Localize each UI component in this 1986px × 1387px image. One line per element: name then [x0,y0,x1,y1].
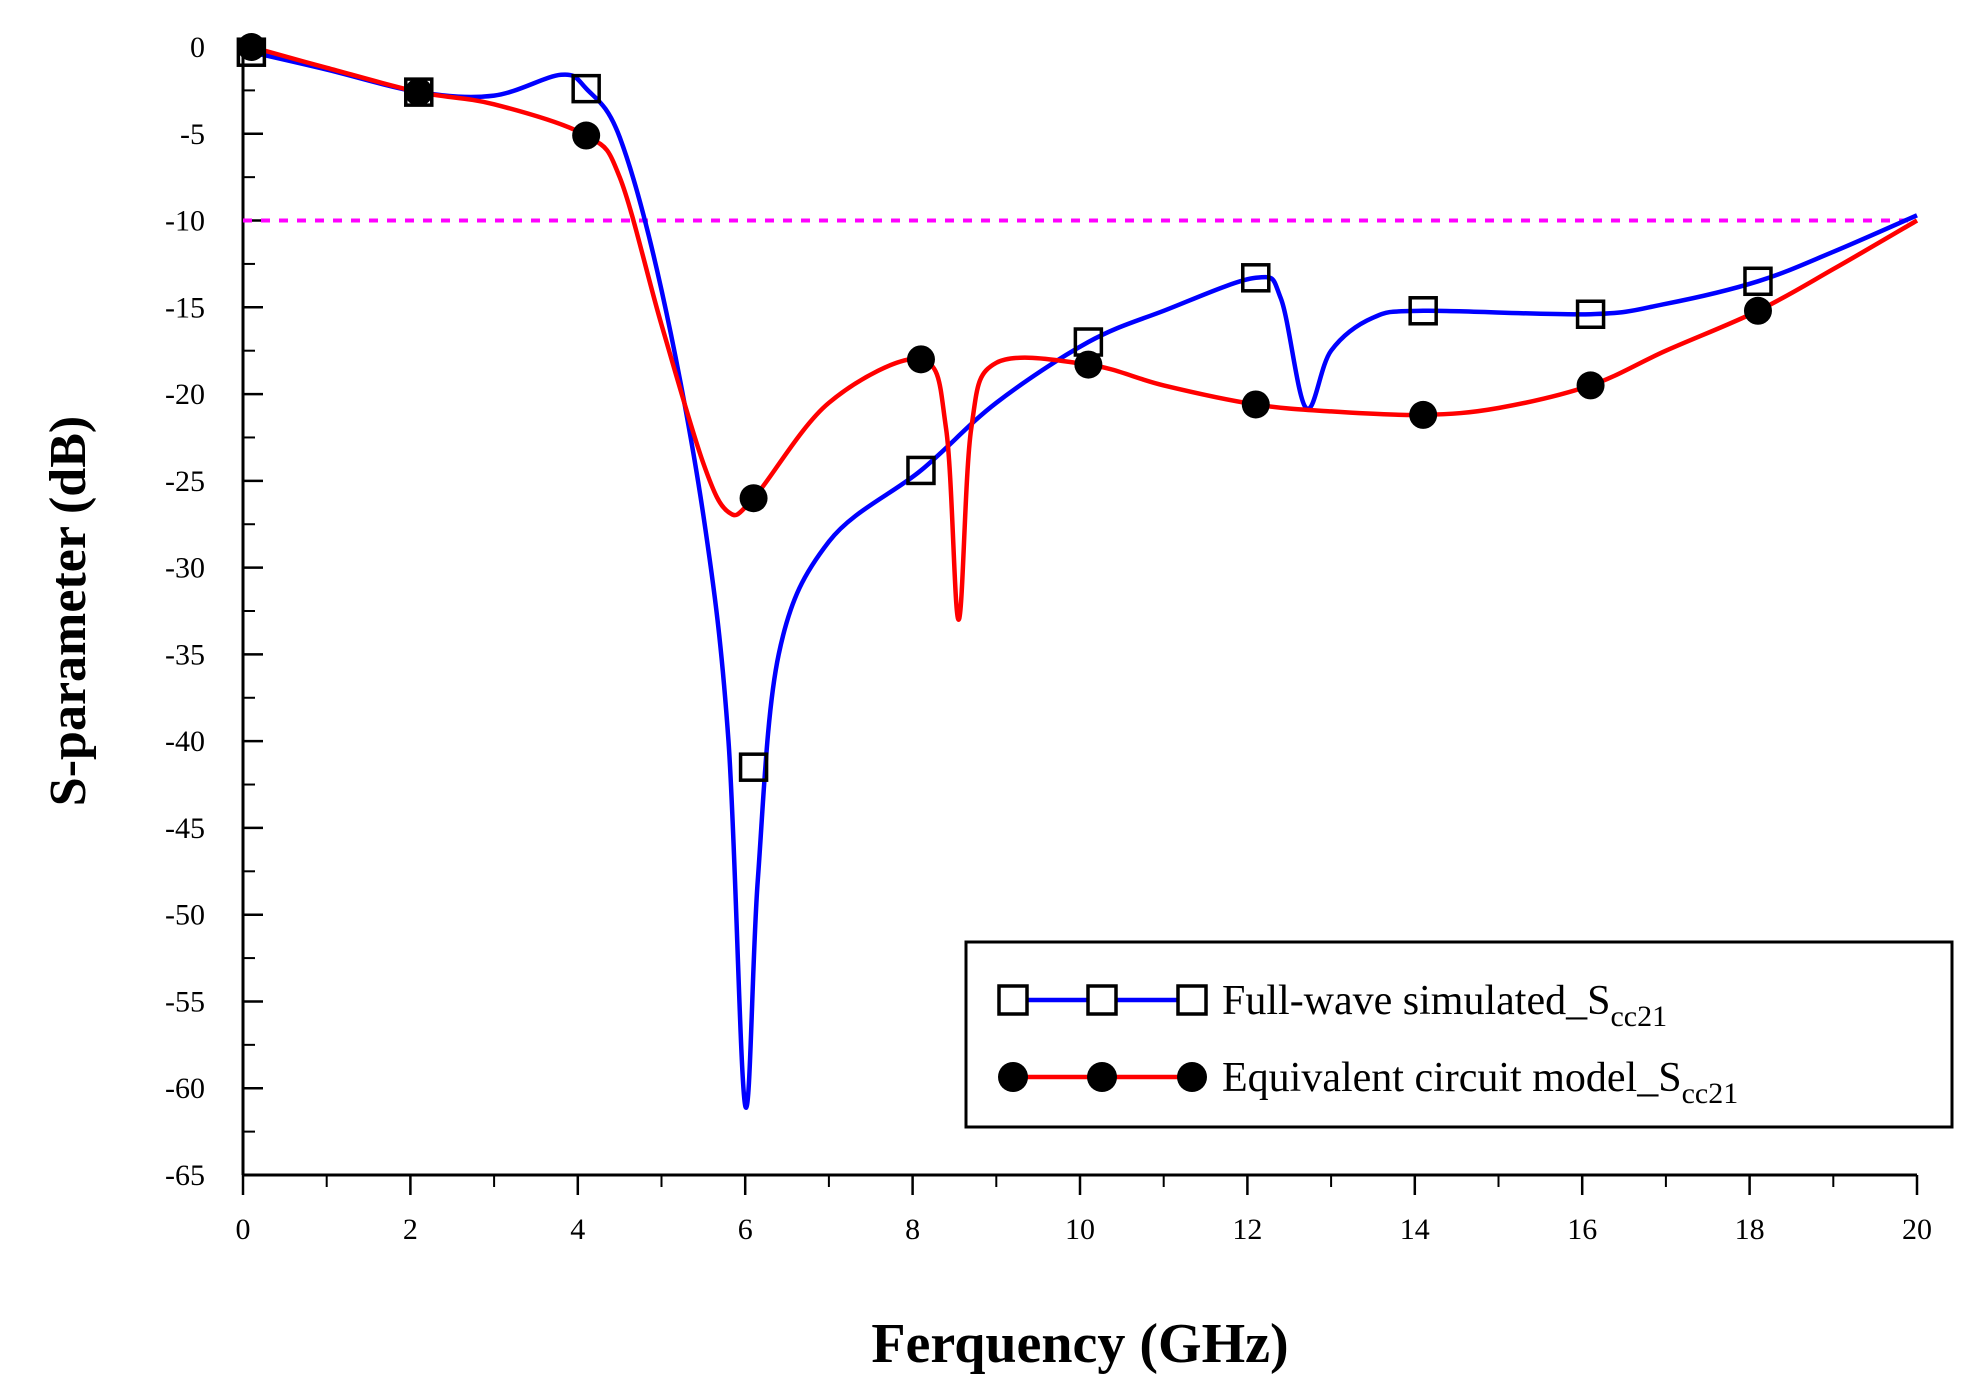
y-tick-label: -60 [165,1072,205,1105]
data-point-square [1408,296,1438,326]
legend-marker-circle [1087,1062,1117,1092]
x-tick-label: 14 [1400,1213,1430,1246]
legend-marker-circle [1177,1062,1207,1092]
data-point-circle [906,345,935,374]
x-tick-label: 16 [1567,1213,1597,1246]
y-tick-label: -15 [165,291,205,324]
y-tick-label: -50 [165,899,205,932]
y-tick-label: -35 [165,638,205,671]
x-tick-label: 4 [570,1213,585,1246]
series-line-1 [250,50,1918,1110]
data-point-circle [1074,350,1103,379]
data-point-square [738,752,769,782]
x-tick-label: 0 [236,1213,251,1246]
data-point-circle [237,33,266,61]
y-tick-label: -55 [165,985,205,1018]
y-tick-label: -45 [165,812,205,845]
legend: Full-wave simulated_Scc21 Equivalent circ… [964,940,1954,1129]
x-tick-label: 20 [1902,1213,1932,1246]
y-axis-title: S-parameter (dB) [40,416,97,806]
y-tick-label: -25 [165,465,205,498]
legend-label-1: Full-wave simulated_Scc21 [1222,978,1667,1033]
legend-label-2: Equivalent circuit model_Scc21 [1222,1055,1738,1110]
y-tick-label: -65 [165,1159,205,1192]
data-point-circle [1743,296,1772,325]
data-point-square [571,73,601,104]
data-point-circle [404,78,433,107]
y-tick-label: 0 [190,31,205,64]
x-tick-label: 18 [1735,1213,1765,1246]
legend-marker-square [1086,984,1118,1016]
y-tick-label: -20 [165,378,205,411]
legend-marker-square [997,984,1029,1016]
series-line-2 [250,44,1919,622]
x-tick-label: 10 [1065,1213,1095,1246]
legend-box [964,940,1954,1129]
y-tick-label: -30 [165,552,205,585]
data-point-circle [1409,400,1438,429]
data-point-circle [1576,371,1605,400]
data-point-square [906,455,936,486]
data-point-square [1241,263,1271,293]
x-tick-label: 8 [905,1213,920,1246]
data-point-circle [1241,390,1270,419]
legend-marker-square [1176,984,1208,1016]
legend-marker-circle [998,1062,1028,1092]
data-point-circle [739,484,768,513]
data-point-square [1743,266,1773,297]
y-tick-label: -10 [165,205,205,238]
y-tick-label: -5 [180,118,205,151]
x-tick-label: 12 [1232,1213,1262,1246]
x-tick-label: 6 [738,1213,753,1246]
data-point-square [1575,299,1606,329]
data-point-circle [572,121,601,150]
x-tick-label: 2 [403,1213,418,1246]
y-tick-label: -40 [165,725,205,758]
x-axis-title: Ferquency (GHz) [871,1313,1288,1375]
